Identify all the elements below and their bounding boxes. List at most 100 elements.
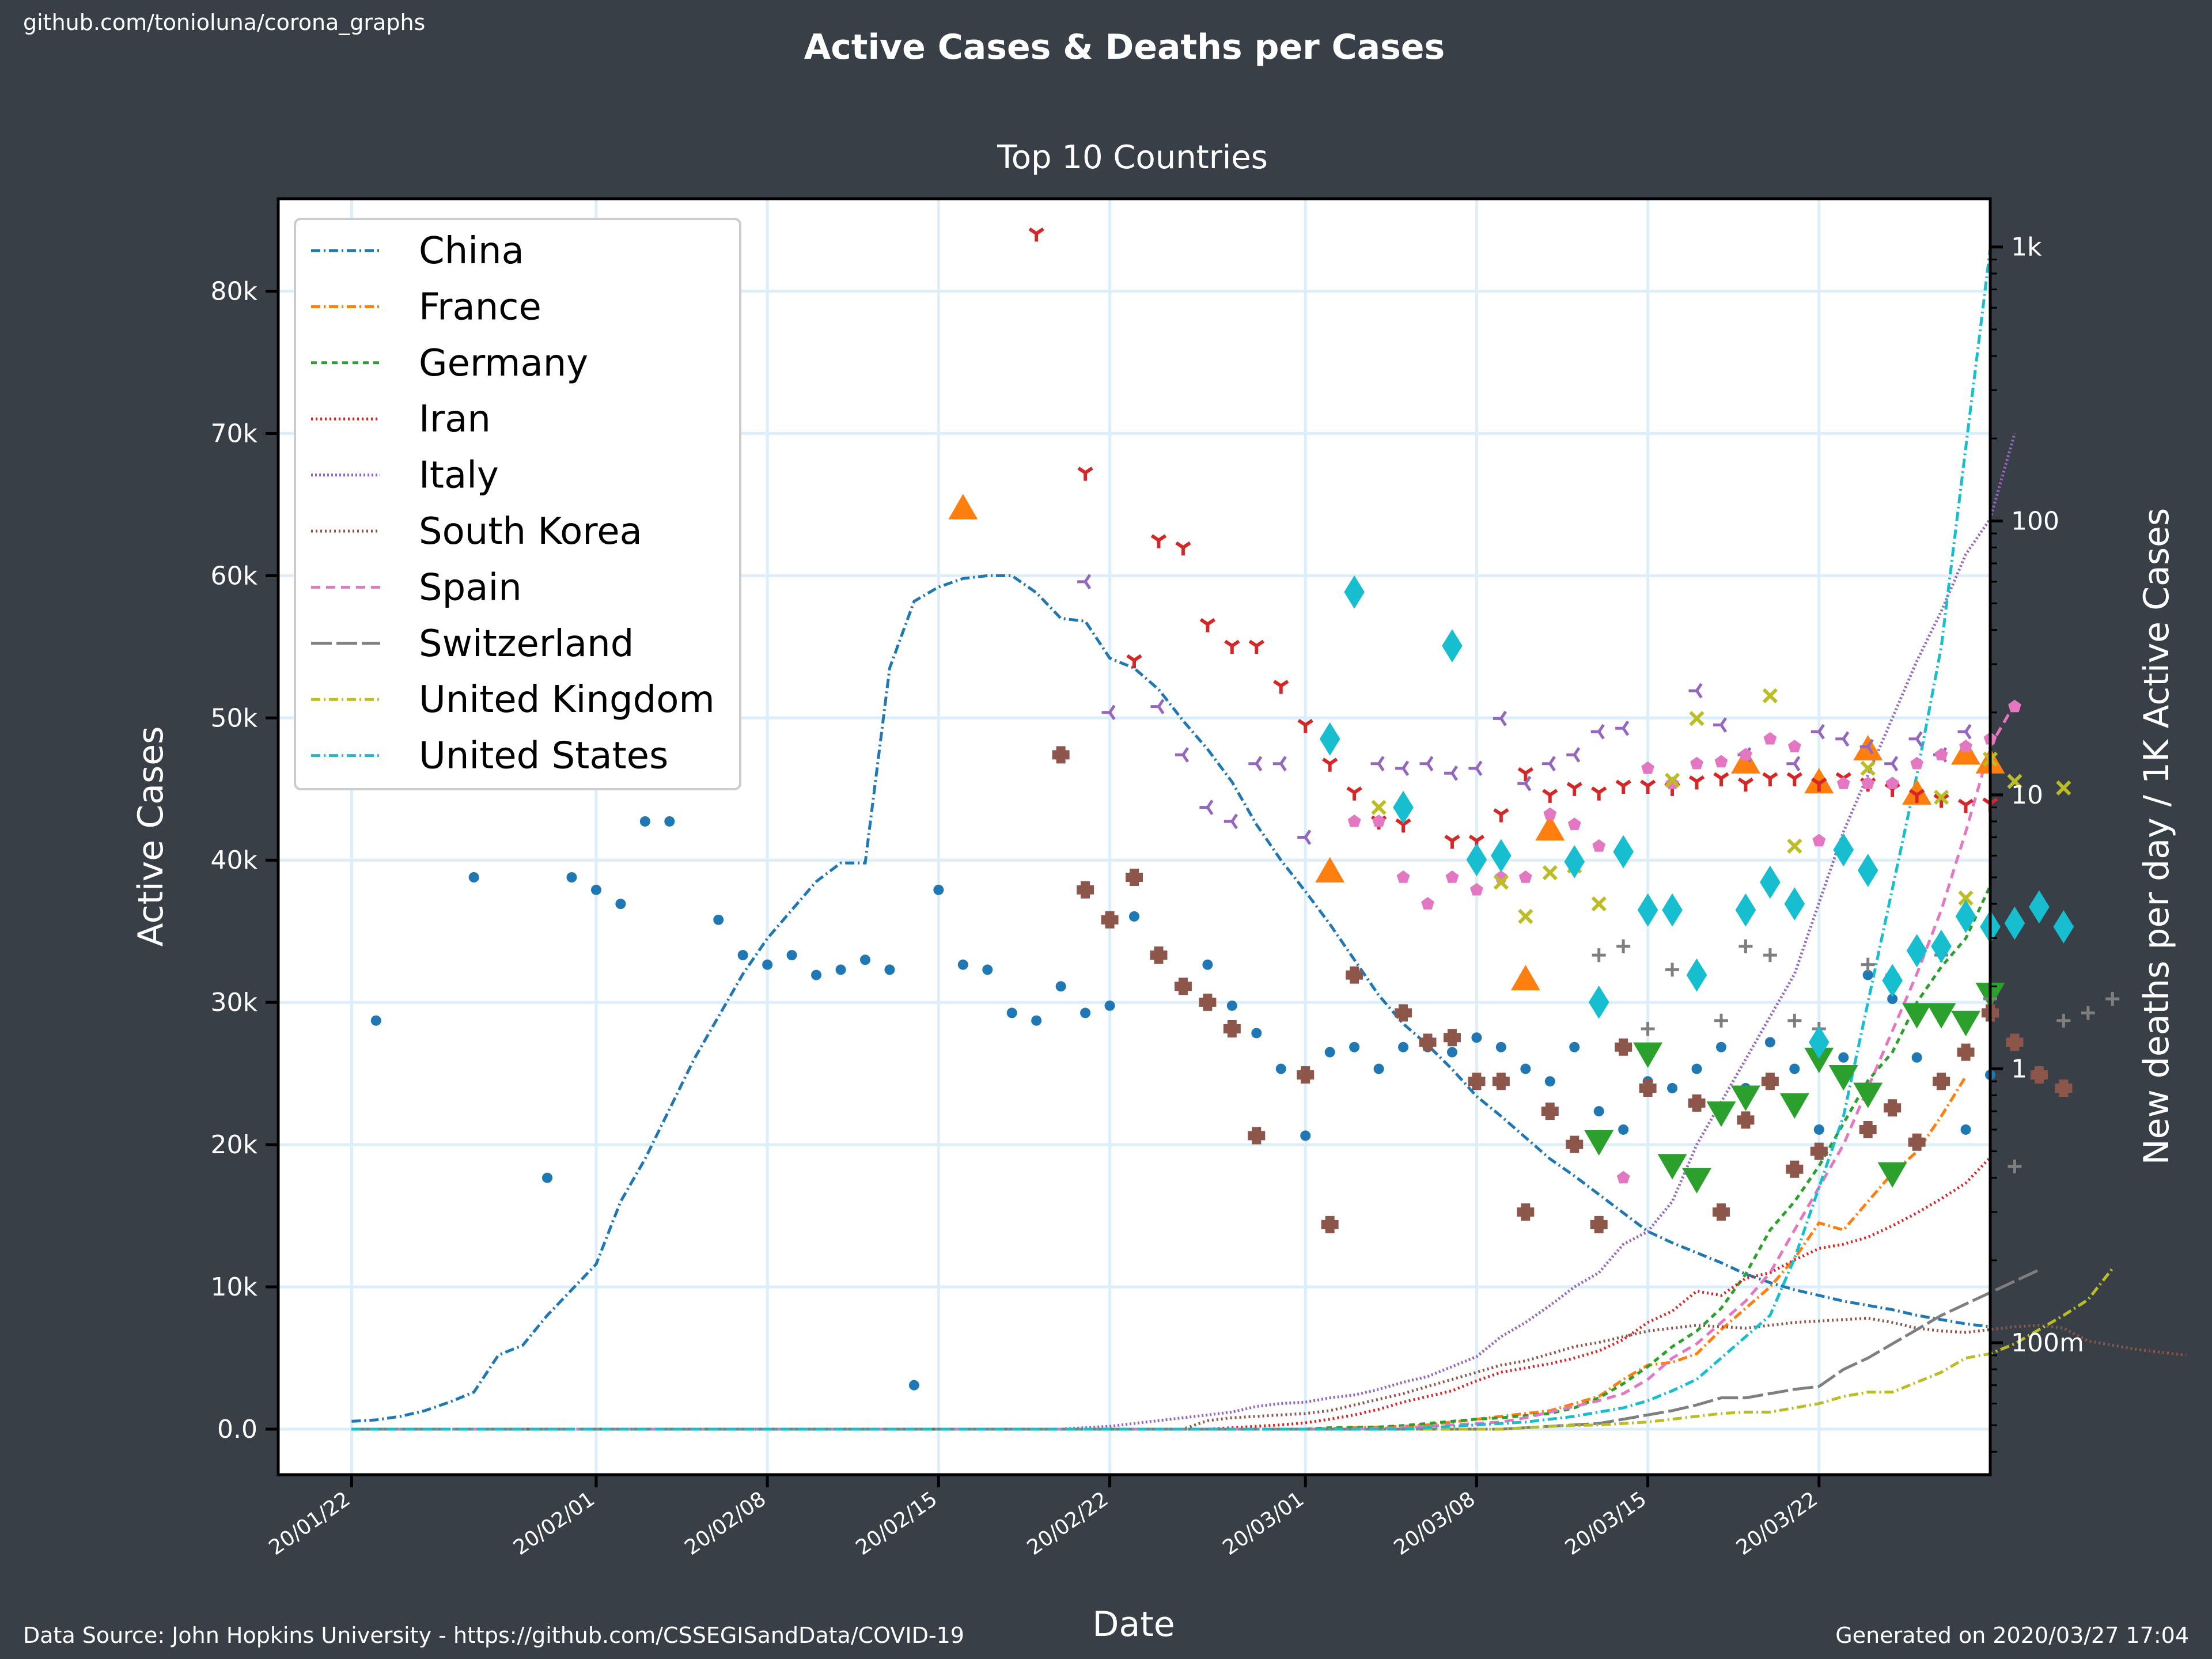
death-rate-marker-united-kingdom bbox=[1860, 760, 1876, 776]
legend-label-south-korea: South Korea bbox=[419, 510, 642, 553]
death-rate-marker-china bbox=[1373, 1063, 1384, 1074]
death-rate-marker-united-kingdom bbox=[1664, 772, 1680, 788]
x-tick-label: 20/02/01 bbox=[509, 1487, 599, 1560]
series-line-china bbox=[351, 574, 1991, 1423]
death-rate-marker-iran bbox=[1639, 779, 1656, 794]
death-rate-marker-united-kingdom bbox=[2056, 780, 2071, 796]
death-rate-marker-china bbox=[1960, 1124, 1971, 1135]
x-axis-label: Date bbox=[1092, 1604, 1175, 1645]
death-rate-marker-united-states bbox=[1735, 893, 1756, 927]
death-rate-marker-south-korea bbox=[1590, 1215, 1608, 1233]
death-rate-marker-china bbox=[1398, 1041, 1409, 1052]
y2-tick-label: 1k bbox=[2011, 233, 2042, 262]
x-axis: 20/01/22 20/02/01 20/02/08 20/02/15 20/02/22… bbox=[265, 1475, 1822, 1560]
death-rate-marker-spain bbox=[1934, 748, 1948, 761]
death-rate-marker-switzerland bbox=[1665, 963, 1680, 977]
death-rate-marker-spain bbox=[1739, 748, 1752, 761]
death-rate-marker-united-states bbox=[1808, 1025, 1830, 1059]
legend-label-iran: Iran bbox=[419, 398, 491, 441]
death-rate-marker-germany bbox=[1706, 1101, 1736, 1127]
death-rate-marker-germany bbox=[1804, 1047, 1834, 1073]
x-tick-label: 20/03/22 bbox=[1732, 1487, 1822, 1560]
death-rate-marker-china bbox=[566, 872, 577, 883]
death-rate-marker-italy bbox=[1370, 756, 1385, 772]
death-rate-marker-united-states bbox=[1931, 929, 1952, 963]
death-rate-marker-italy bbox=[1272, 756, 1287, 772]
death-rate-marker-iran bbox=[1224, 639, 1240, 654]
death-rate-marker-china bbox=[1226, 1000, 1237, 1011]
death-rate-marker-italy bbox=[1248, 756, 1263, 772]
death-rate-marker-germany bbox=[1951, 1010, 1981, 1036]
death-rate-marker-germany bbox=[1633, 1042, 1663, 1068]
death-rate-marker-switzerland bbox=[1714, 1013, 1728, 1028]
death-rate-marker-south-korea bbox=[1615, 1038, 1633, 1056]
death-rate-marker-united-states bbox=[1784, 887, 1805, 921]
death-rate-marker-china bbox=[884, 964, 895, 975]
death-rate-marker-iran bbox=[1346, 786, 1362, 801]
death-rate-marker-italy bbox=[1224, 813, 1238, 830]
source-link: github.com/tonioluna/corona_graphs bbox=[23, 10, 425, 35]
death-rate-marker-china bbox=[1080, 1007, 1091, 1018]
death-rate-marker-spain bbox=[1641, 761, 1655, 774]
death-rate-marker-germany bbox=[1682, 1168, 1712, 1194]
death-rate-marker-united-states bbox=[1686, 958, 1707, 992]
death-rate-marker-south-korea bbox=[1933, 1073, 1950, 1090]
death-rate-marker-iran bbox=[1273, 680, 1289, 694]
death-rate-marker-italy bbox=[1566, 747, 1581, 763]
death-rate-marker-iran bbox=[1517, 767, 1533, 782]
x-tick-label: 20/02/22 bbox=[1023, 1487, 1113, 1560]
death-rate-marker-china bbox=[1764, 1037, 1775, 1048]
death-rate-marker-china bbox=[1544, 1076, 1555, 1087]
death-rate-marker-china bbox=[713, 914, 724, 925]
death-rate-marker-china bbox=[737, 950, 748, 961]
death-rate-marker-switzerland bbox=[2056, 1013, 2071, 1028]
death-rate-marker-china bbox=[542, 1172, 553, 1183]
death-rate-marker-china bbox=[982, 964, 993, 975]
death-rate-marker-spain bbox=[1372, 814, 1385, 827]
death-rate-marker-italy bbox=[1297, 830, 1312, 845]
death-rate-marker-united-states bbox=[1662, 893, 1683, 927]
death-rate-marker-germany bbox=[1657, 1154, 1687, 1180]
death-rate-marker-south-korea bbox=[1639, 1080, 1657, 1097]
death-rate-marker-italy bbox=[1786, 756, 1801, 772]
y-tick-label: 70k bbox=[211, 419, 258, 448]
death-rate-marker-china bbox=[908, 1380, 919, 1391]
death-rate-marker-china bbox=[1324, 1047, 1335, 1058]
death-rate-marker-spain bbox=[1445, 870, 1459, 883]
death-rate-marker-spain bbox=[1763, 732, 1777, 745]
death-rate-marker-china bbox=[762, 959, 773, 970]
death-rate-marker-united-states bbox=[1613, 835, 1634, 869]
death-rate-marker-south-korea bbox=[1395, 1004, 1412, 1022]
series-markers bbox=[370, 227, 2120, 1391]
death-rate-marker-south-korea bbox=[1468, 1073, 1486, 1090]
death-rate-marker-china bbox=[1838, 1052, 1849, 1063]
death-rate-marker-south-korea bbox=[1199, 993, 1217, 1011]
death-rate-marker-south-korea bbox=[1443, 1029, 1461, 1047]
death-rate-marker-south-korea bbox=[1248, 1127, 1266, 1145]
death-rate-marker-iran bbox=[1126, 654, 1142, 669]
death-rate-marker-iran bbox=[1566, 782, 1582, 796]
death-rate-marker-iran bbox=[1395, 818, 1411, 833]
legend-label-united-states: United States bbox=[419, 735, 668, 778]
death-rate-marker-south-korea bbox=[1761, 1073, 1779, 1090]
death-rate-marker-china bbox=[859, 955, 870, 965]
death-rate-marker-spain bbox=[1469, 882, 1483, 896]
death-rate-marker-united-kingdom bbox=[1689, 711, 1705, 726]
y-tick-label: 10k bbox=[211, 1272, 258, 1302]
series-line-italy bbox=[351, 433, 2016, 1431]
legend-label-china: China bbox=[419, 230, 524, 272]
death-rate-marker-china bbox=[1691, 1063, 1702, 1074]
death-rate-marker-south-korea bbox=[1517, 1203, 1535, 1221]
death-rate-marker-south-korea bbox=[1101, 911, 1119, 929]
y-axis: 0.0 10k 20k 30k 40k 50k 60k 70k 80k bbox=[211, 277, 278, 1444]
y2-tick-label: 100m bbox=[2011, 1328, 2084, 1358]
death-rate-marker-united-kingdom bbox=[1958, 890, 1974, 906]
legend-box bbox=[294, 218, 741, 790]
series-line-united-states bbox=[351, 248, 1992, 1431]
death-rate-marker-united-states bbox=[1442, 629, 1463, 663]
death-rate-marker-italy bbox=[1590, 724, 1605, 740]
death-rate-marker-china bbox=[1006, 1007, 1017, 1018]
death-rate-marker-switzerland bbox=[1738, 939, 1753, 953]
death-rate-marker-spain bbox=[2008, 699, 2021, 713]
death-rate-marker-united-states bbox=[1833, 833, 1854, 867]
